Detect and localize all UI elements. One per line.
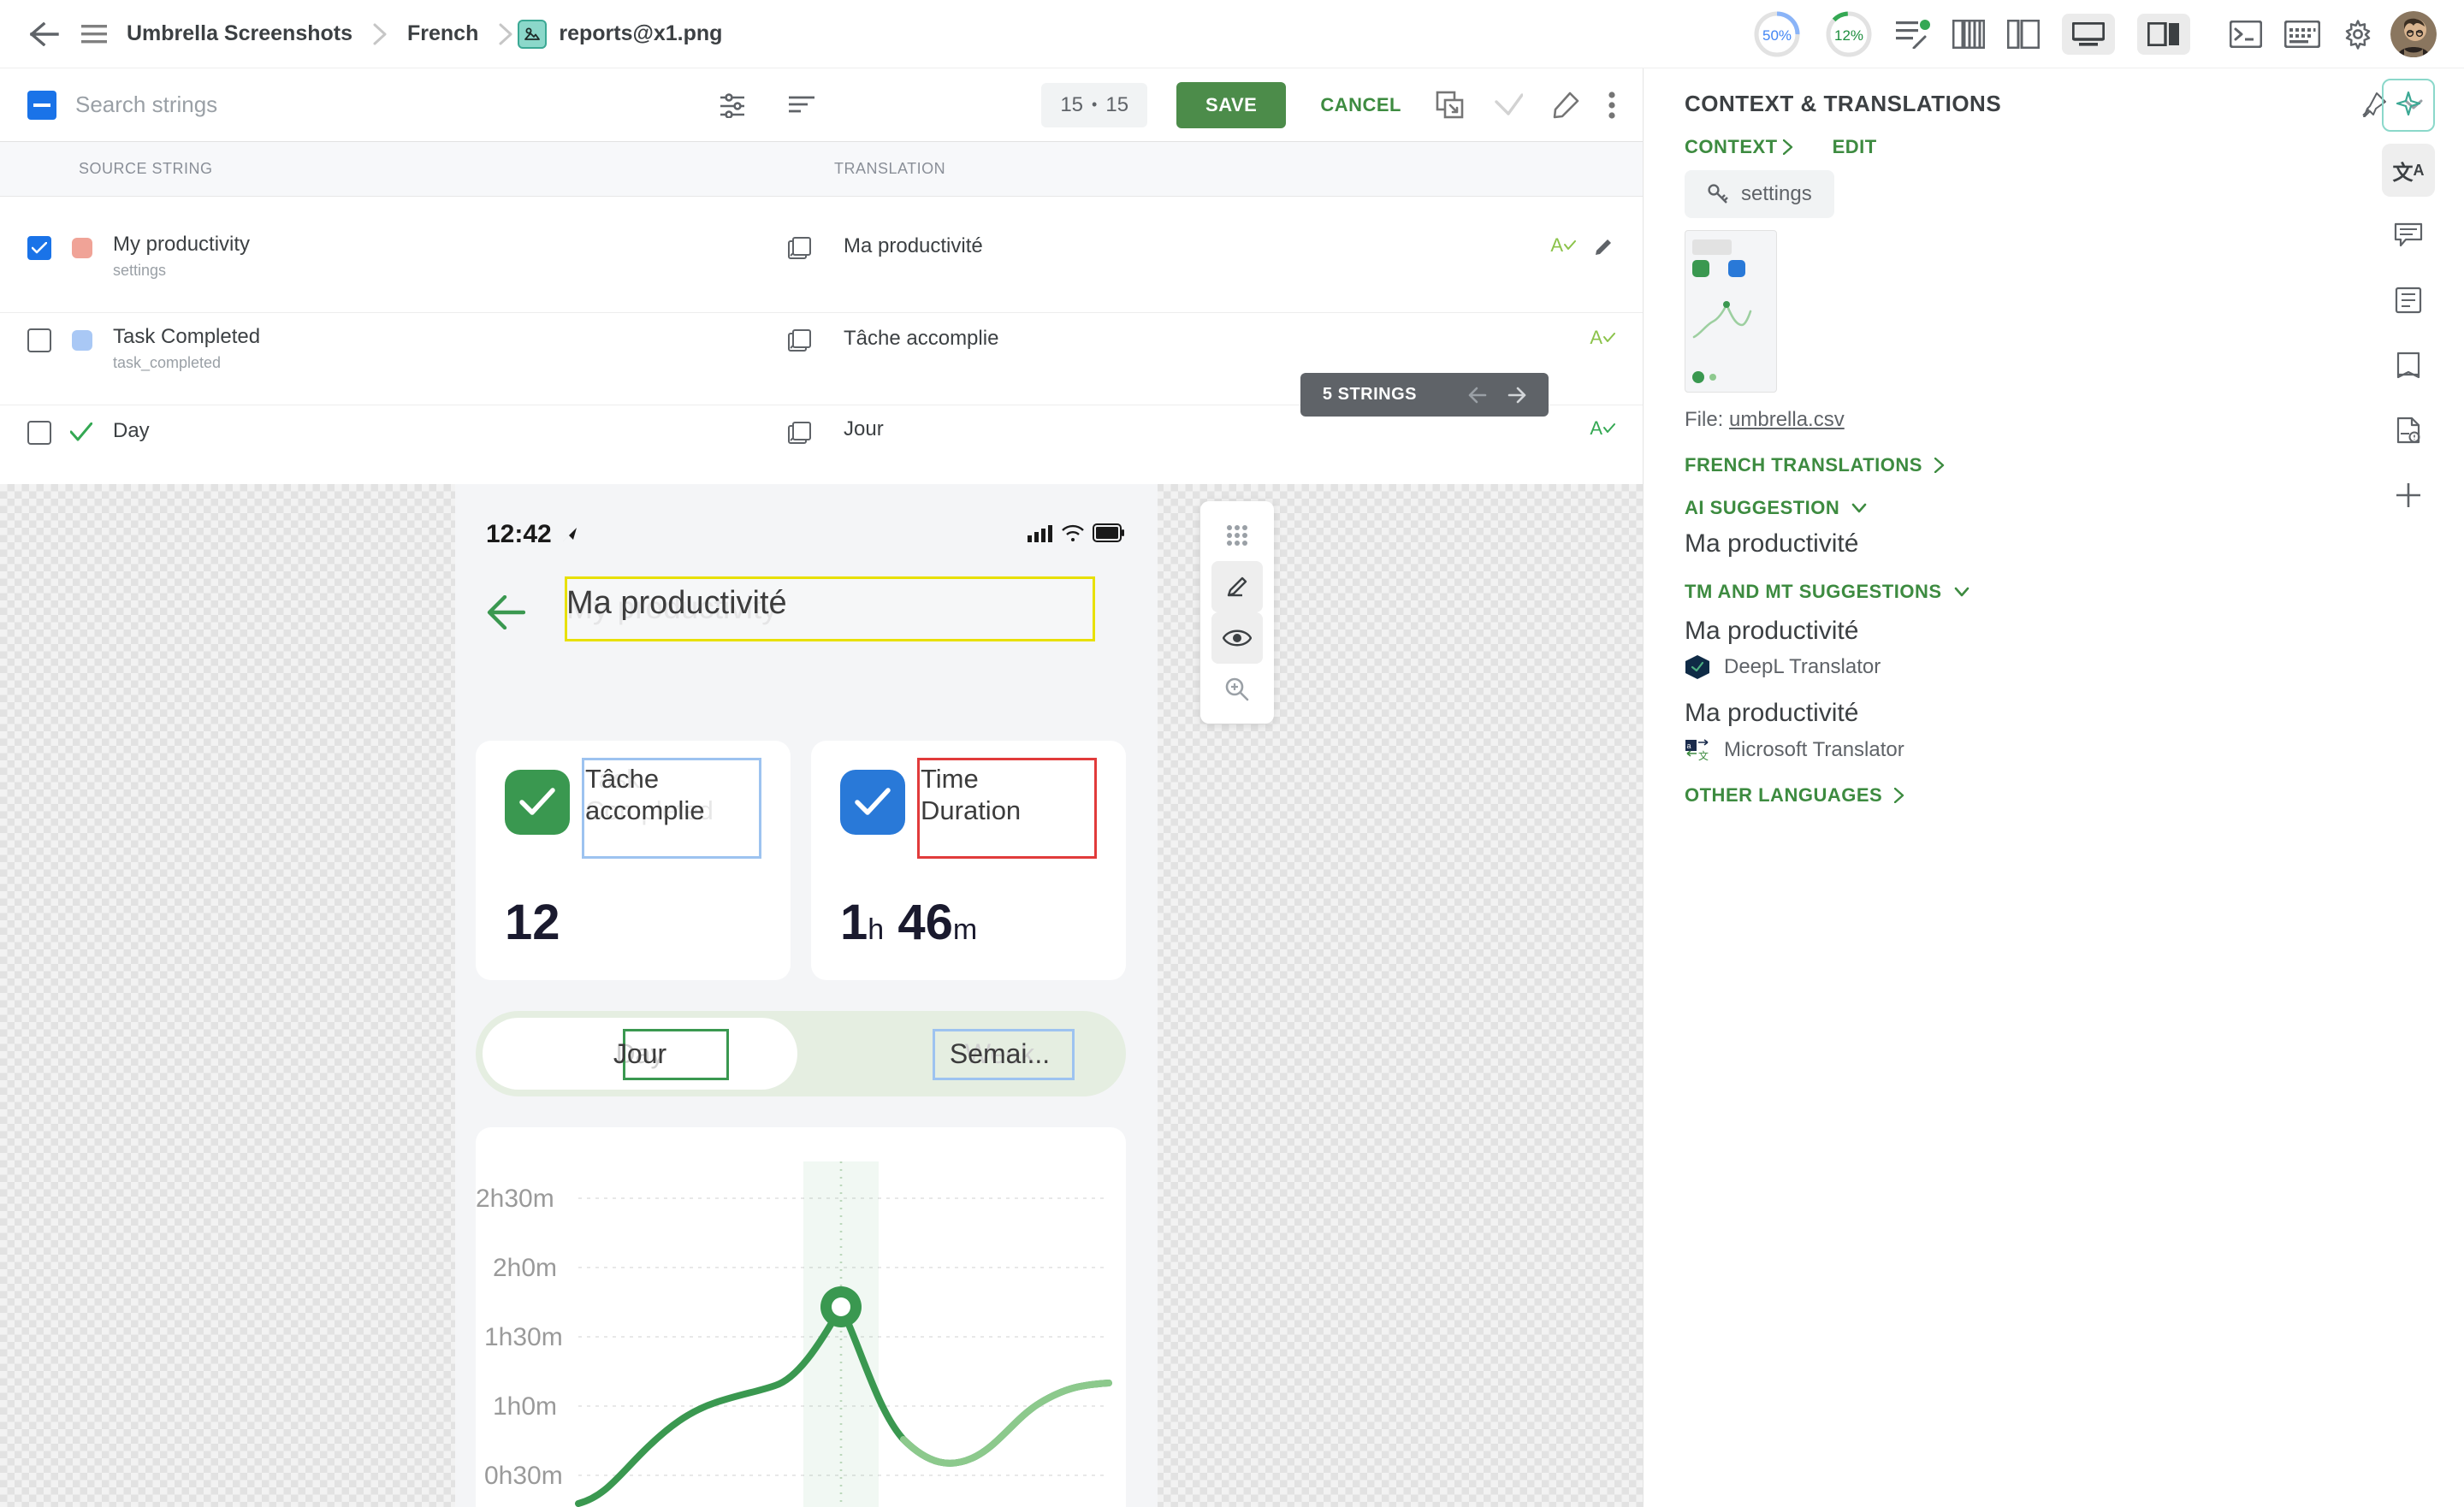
svg-text:0h30m: 0h30m xyxy=(484,1462,563,1490)
svg-text:1h30m: 1h30m xyxy=(484,1323,563,1351)
svg-text:50%: 50% xyxy=(1762,27,1792,44)
svg-text:1h0m: 1h0m xyxy=(493,1392,557,1421)
svg-text:2h30m: 2h30m xyxy=(476,1185,554,1213)
svg-text:文: 文 xyxy=(1698,749,1709,761)
svg-text:12%: 12% xyxy=(1834,27,1863,44)
svg-text:2h0m: 2h0m xyxy=(493,1254,557,1282)
svg-text:a: a xyxy=(1687,742,1691,750)
